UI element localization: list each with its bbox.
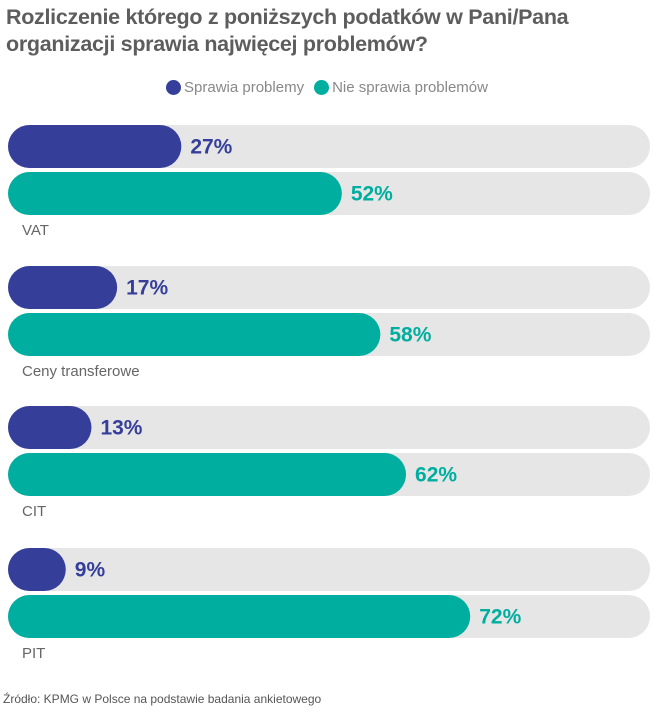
bar-track (8, 266, 650, 309)
legend-item-1: Nie sprawia problemów (314, 79, 488, 96)
data-label: 17% (126, 277, 168, 300)
data-label: 27% (190, 136, 232, 159)
data-label: 13% (100, 417, 142, 440)
chart-title: Rozliczenie którego z poniższych podatkó… (6, 5, 569, 56)
category-label: CIT (22, 503, 46, 520)
source-note: Źródło: KPMG w Polsce na podstawie badan… (3, 692, 322, 706)
data-label: 58% (389, 324, 431, 347)
data-label: 62% (415, 464, 457, 487)
bar-0-2 (8, 406, 92, 449)
data-label: 72% (479, 606, 521, 629)
data-label: 9% (75, 559, 106, 582)
legend: Sprawia problemy Nie sprawia problemów (0, 79, 654, 96)
bar-0-1 (8, 266, 118, 309)
bar-track (8, 406, 650, 449)
category-label: VAT (22, 222, 49, 239)
bar-1-1 (8, 313, 381, 356)
legend-label: Nie sprawia problemów (332, 79, 488, 96)
legend-swatch (166, 80, 182, 95)
bar-0-0 (8, 125, 182, 168)
legend-item-0: Sprawia problemy (166, 79, 304, 96)
legend-label: Sprawia problemy (184, 79, 305, 96)
category-label: PIT (22, 645, 45, 662)
data-label: 52% (351, 183, 393, 206)
legend-swatch (314, 80, 330, 95)
bar-0-3 (8, 548, 66, 591)
bar-track (8, 548, 650, 591)
bar-1-3 (8, 595, 471, 638)
category-label: Ceny transferowe (22, 363, 140, 380)
bar-1-2 (8, 453, 407, 496)
bar-1-0 (8, 172, 342, 215)
